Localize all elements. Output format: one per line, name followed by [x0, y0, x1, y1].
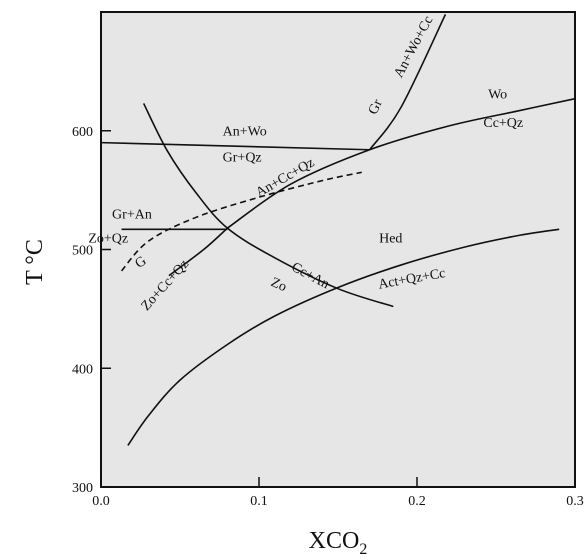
plot-background [101, 12, 575, 487]
x-axis-title-subscript: 2 [359, 541, 367, 558]
y-tick-label: 600 [72, 125, 93, 140]
field-label: Cc+Qz [483, 116, 523, 131]
curve-hed-act-qz-cc [127, 228, 560, 446]
y-tick-label: 400 [72, 362, 93, 377]
curve-gr-an-wo-cc [368, 14, 447, 151]
axis-ticks: 0.0 0.1 0.2 0.3 300 400 500 600 [72, 125, 584, 509]
curve-wo-cc-qz [226, 97, 576, 229]
x-tick-label: 0.1 [250, 494, 268, 509]
field-label: Zo [268, 275, 288, 295]
y-tick-label: 500 [72, 244, 93, 259]
x-tick-label: 0.2 [408, 494, 426, 509]
field-label: An+Wo [223, 125, 267, 140]
reaction-curves [100, 14, 576, 446]
x-tick-label: 0.3 [566, 494, 584, 509]
field-label: Gr+Qz [223, 151, 262, 166]
curve-an-wo-gr-qz [100, 141, 370, 151]
curve-zo-cc-an [142, 103, 394, 308]
curve-zo-cc-qz-an [168, 227, 228, 277]
field-label: Gr+An [112, 208, 152, 223]
field-label: Gr [366, 97, 386, 117]
y-tick-label: 300 [72, 481, 93, 496]
field-label: Wo [488, 88, 507, 103]
field-label: Hed [379, 231, 402, 246]
x-axis-title-main: XCO [309, 528, 360, 554]
x-tick-label: 0.0 [92, 494, 110, 509]
field-label: Zo+Qz [88, 231, 128, 246]
y-axis-title: T °C [22, 239, 48, 285]
x-axis-title: XCO2 [309, 528, 368, 558]
